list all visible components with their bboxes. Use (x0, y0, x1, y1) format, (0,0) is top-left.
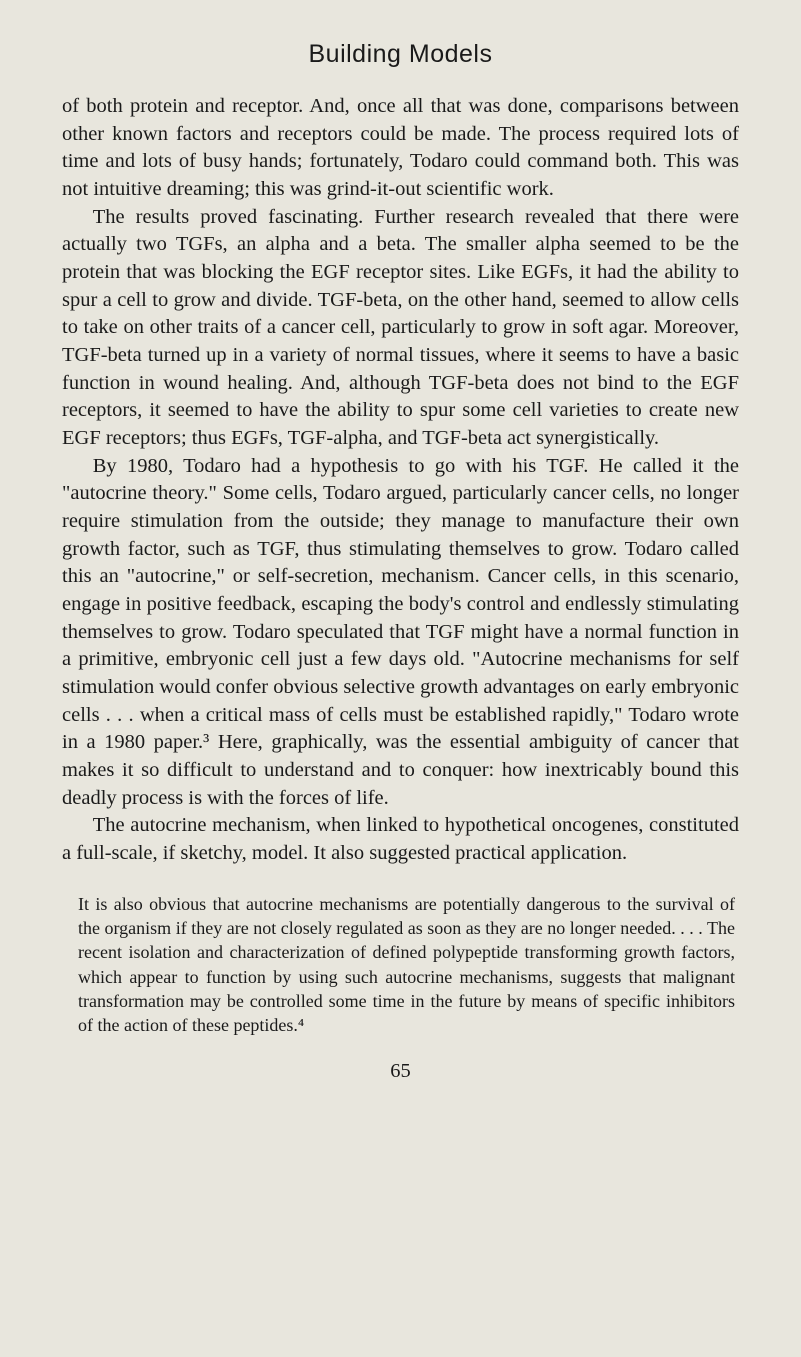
paragraph-1: of both protein and receptor. And, once … (62, 93, 739, 204)
page-number: 65 (62, 1060, 739, 1083)
paragraph-3: By 1980, Todaro had a hypothesis to go w… (62, 453, 739, 813)
paragraph-2: The results proved fascinating. Further … (62, 204, 739, 453)
paragraph-4: The autocrine mechanism, when linked to … (62, 812, 739, 867)
chapter-title: Building Models (62, 40, 739, 69)
block-quote: It is also obvious that autocrine mechan… (78, 892, 735, 1038)
